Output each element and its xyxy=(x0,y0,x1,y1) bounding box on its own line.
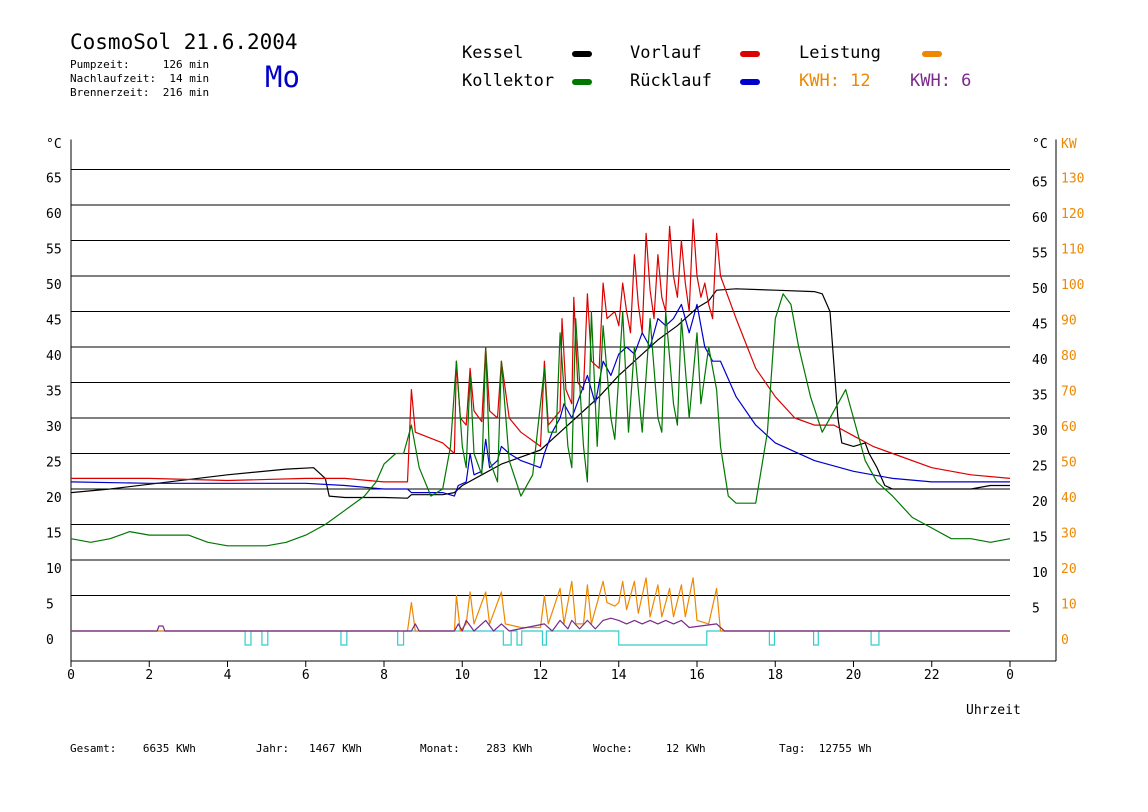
y-tick-label-right: 15 xyxy=(1032,531,1048,546)
y-tick-label-kw: 20 xyxy=(1061,562,1077,577)
x-tick-label: 10 xyxy=(454,668,470,683)
series-line-vorlauf xyxy=(71,218,1011,483)
weekday-label: Mo xyxy=(265,60,300,94)
y-axis-label-left: °C xyxy=(46,137,62,152)
y-tick-label-kw: 70 xyxy=(1061,385,1077,400)
footer-tag: Tag: 12755 Wh xyxy=(779,742,872,755)
y-tick-label-left: 60 xyxy=(46,207,62,222)
y-axis-label-right: °C xyxy=(1032,137,1048,152)
series-line-rcklauf xyxy=(70,303,1010,497)
legend-leistung-swatch xyxy=(922,51,942,57)
x-tick-label: 12 xyxy=(533,668,549,683)
y-tick-label-right: 5 xyxy=(1032,602,1040,617)
y-tick-label-right: 30 xyxy=(1032,424,1048,439)
x-tick-label: 16 xyxy=(689,668,705,683)
y-tick-label-right: 40 xyxy=(1032,353,1048,368)
y-tick-label-left: 65 xyxy=(46,172,62,187)
y-tick-label-right: 45 xyxy=(1032,318,1048,333)
y-tick-label-left: 20 xyxy=(46,491,62,506)
legend-kwh-total: KWH: 12 xyxy=(799,71,871,91)
series-line-kwh xyxy=(71,617,1010,632)
y-tick-label-right: 60 xyxy=(1032,211,1048,226)
y-tick-label-right: 55 xyxy=(1032,247,1048,262)
y-tick-label-right: 10 xyxy=(1032,566,1048,581)
y-tick-label-kw: 0 xyxy=(1061,633,1069,648)
legend-vorlauf: Vorlauf xyxy=(630,43,702,63)
pump-status-line xyxy=(71,630,1010,646)
legend-kessel: Kessel xyxy=(462,43,524,63)
y-tick-label-left: 5 xyxy=(46,598,54,613)
series-line-kollektor xyxy=(70,293,1011,547)
y-tick-label-left: 45 xyxy=(46,314,62,329)
pump-time: Pumpzeit: 126 min xyxy=(70,58,210,71)
x-tick-label: 4 xyxy=(224,668,232,683)
x-tick-label: 14 xyxy=(611,668,627,683)
y-tick-label-right: 20 xyxy=(1032,495,1048,510)
legend-ruecklauf: Rücklauf xyxy=(630,71,712,91)
footer-woche: Woche: 12 KWh xyxy=(593,742,706,755)
footer-monat: Monat: 283 KWh xyxy=(420,742,533,755)
legend-vorlauf-swatch xyxy=(740,51,760,57)
x-tick-label: 0 xyxy=(67,668,75,683)
x-axis-label: Uhrzeit xyxy=(966,703,1021,718)
y-tick-label-kw: 90 xyxy=(1061,314,1077,329)
y-axis-label-kw: KW xyxy=(1061,137,1077,152)
y-tick-label-left: 35 xyxy=(46,385,62,400)
series-line-kessel xyxy=(70,288,1010,499)
x-tick-label: 2 xyxy=(145,668,153,683)
y-tick-label-left: 0 xyxy=(46,633,54,648)
footer-jahr: Jahr: 1467 KWh xyxy=(256,742,362,755)
x-tick-label: 20 xyxy=(846,668,862,683)
y-tick-label-kw: 110 xyxy=(1061,243,1084,258)
y-tick-label-left: 50 xyxy=(46,278,62,293)
y-tick-label-right: 65 xyxy=(1032,176,1048,191)
y-tick-label-right: 35 xyxy=(1032,389,1048,404)
series-line-leistung xyxy=(71,577,1010,632)
y-tick-label-left: 30 xyxy=(46,420,62,435)
chart-title: CosmoSol 21.6.2004 xyxy=(70,30,298,54)
y-tick-label-kw: 40 xyxy=(1061,491,1077,506)
legend-kollektor: Kollektor xyxy=(462,71,555,91)
legend-kollektor-swatch xyxy=(572,79,592,85)
legend-kessel-swatch xyxy=(572,51,592,57)
y-tick-label-kw: 120 xyxy=(1061,207,1084,222)
legend-kwh-pump: KWH: 6 xyxy=(910,71,972,91)
footer-gesamt: Gesamt: 6635 KWh xyxy=(70,742,196,755)
y-tick-label-kw: 100 xyxy=(1061,278,1084,293)
x-tick-label: 8 xyxy=(380,668,388,683)
y-tick-label-left: 15 xyxy=(46,527,62,542)
legend-ruecklauf-swatch xyxy=(740,79,760,85)
x-tick-label: 6 xyxy=(302,668,310,683)
x-tick-label: 22 xyxy=(924,668,940,683)
x-tick-label: 0 xyxy=(1006,668,1014,683)
x-tick-label: 18 xyxy=(767,668,783,683)
burner-time: Brennerzeit: 216 min xyxy=(70,86,210,99)
y-tick-label-left: 40 xyxy=(46,349,62,364)
y-tick-label-kw: 60 xyxy=(1061,420,1077,435)
y-tick-label-left: 55 xyxy=(46,243,62,258)
legend-leistung: Leistung xyxy=(799,43,881,63)
y-tick-label-kw: 10 xyxy=(1061,598,1077,613)
y-tick-label-kw: 50 xyxy=(1061,456,1077,471)
nachlauf-time: Nachlaufzeit: 14 min xyxy=(70,72,210,85)
y-tick-label-kw: 80 xyxy=(1061,349,1077,364)
y-tick-label-kw: 130 xyxy=(1061,172,1084,187)
y-tick-label-right: 50 xyxy=(1032,282,1048,297)
y-tick-label-left: 10 xyxy=(46,562,62,577)
y-tick-label-right: 25 xyxy=(1032,460,1048,475)
y-tick-label-left: 25 xyxy=(46,456,62,471)
y-tick-label-kw: 30 xyxy=(1061,527,1077,542)
